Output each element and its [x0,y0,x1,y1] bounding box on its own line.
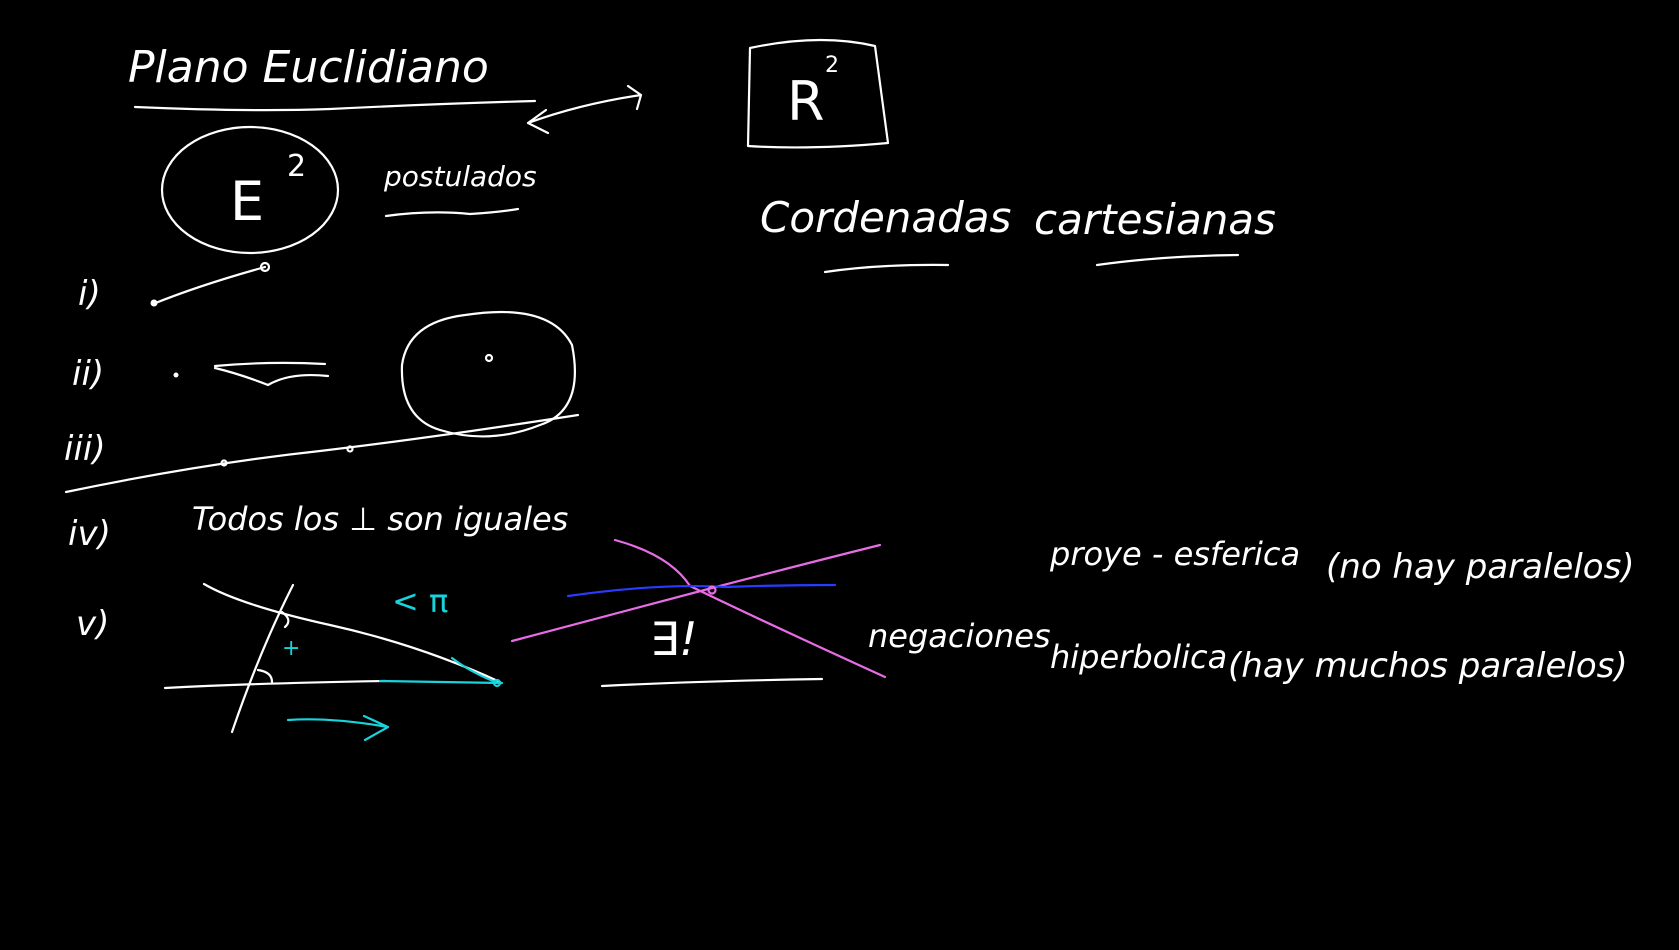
v-cyan-arrow-icon [286,714,390,742]
postulados-label: postulados [383,160,537,193]
exists-unique: ∃! [650,612,698,666]
proye-paren: (no hay paralelos) [1326,547,1635,587]
title-text: Plano Euclidiano [128,42,489,93]
v-cyan-lower [378,679,504,685]
v-angle-arc-top [280,610,290,629]
hiper-label: hiperbolica [1050,638,1227,676]
circle-center [484,353,494,363]
point-p [707,585,717,595]
title-underline [133,99,537,112]
line-iii [64,413,580,494]
v-lower-line [163,679,387,690]
stroke-ii [213,361,330,387]
v-angle-condition: < π [392,582,448,620]
e2-exponent: 2 [287,149,306,184]
double-arrow-icon [526,84,643,135]
label-iv: iv) [68,514,111,554]
cartesianas-underline-1 [823,263,950,274]
v-intersection [492,678,502,688]
e2-ellipse [160,125,340,255]
r2-letter: R [787,70,825,133]
pink-line-falling [613,538,887,679]
v-angle-arc-bottom [256,668,274,684]
segment-endpoint-b [259,261,271,273]
proye-label: proye - esferica [1049,535,1300,573]
line-point-a [220,459,228,467]
cartesianas-word2: cartesianas [1034,195,1276,244]
hiper-paren: (hay muchos paralelos) [1228,646,1628,686]
r2-exponent: 2 [825,53,839,78]
label-v: v) [76,604,109,644]
blue-line [566,583,837,598]
v-transversal [230,583,295,734]
segment-i [151,265,267,306]
iv-statement: Todos los ⊥ son iguales [192,500,568,538]
v-plus: + [282,636,300,661]
e2-letter: E [230,170,264,233]
r2-box [746,38,890,149]
circle-iii [400,310,576,438]
v-upper-line [202,582,502,684]
segment-endpoint-a [150,299,158,307]
base-line [600,677,824,688]
cartesianas-underline-2 [1095,253,1240,267]
postulados-underline [384,207,520,218]
cartesianas-word1: Cordenadas [760,193,1011,242]
pink-line-rising [510,543,882,643]
point-ii [173,372,179,378]
label-ii: ii) [72,354,104,394]
negaciones-label: negaciones [868,617,1051,655]
line-point-b [346,445,354,453]
label-iii: iii) [64,429,106,469]
label-i: i) [78,274,101,314]
